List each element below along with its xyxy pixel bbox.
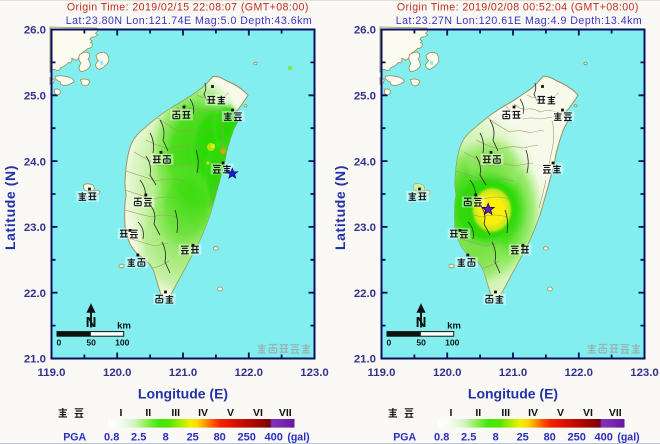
svg-text:119.0: 119.0	[368, 367, 396, 379]
svg-text:250: 250	[568, 432, 586, 444]
svg-text:123.0: 123.0	[630, 367, 659, 379]
svg-text:III: III	[501, 407, 510, 419]
svg-text:VI: VI	[253, 407, 263, 419]
svg-text:23.0: 23.0	[354, 222, 376, 234]
svg-text:VI: VI	[583, 407, 593, 419]
svg-text:IV: IV	[528, 407, 538, 419]
svg-text:2.5: 2.5	[131, 432, 146, 444]
svg-text:V: V	[557, 407, 564, 419]
svg-text:25.0: 25.0	[24, 91, 46, 103]
svg-text:25: 25	[187, 432, 199, 444]
svg-text:22.0: 22.0	[24, 288, 46, 300]
svg-text:Origin Time: 2019/02/08 00:52:: Origin Time: 2019/02/08 00:52:04 (GMT+08…	[397, 2, 639, 14]
svg-text:8: 8	[163, 432, 169, 444]
svg-text:2.5: 2.5	[461, 432, 476, 444]
svg-text:50: 50	[86, 337, 96, 347]
svg-text:121.0: 121.0	[499, 367, 528, 379]
svg-text:250: 250	[238, 432, 256, 444]
svg-text:0.8: 0.8	[104, 432, 119, 444]
svg-text:50: 50	[416, 337, 426, 347]
svg-text:V: V	[227, 407, 234, 419]
svg-text:II: II	[475, 407, 481, 419]
svg-text:122.0: 122.0	[234, 367, 263, 379]
svg-text:N: N	[86, 314, 97, 331]
svg-text:PGA: PGA	[63, 432, 86, 444]
svg-text:23.0: 23.0	[24, 222, 46, 234]
svg-text:121.0: 121.0	[169, 367, 198, 379]
svg-text:26.0: 26.0	[24, 25, 46, 37]
svg-text:21.0: 21.0	[354, 354, 376, 366]
svg-text:0: 0	[57, 337, 62, 347]
svg-text:Longitude (E): Longitude (E)	[138, 386, 228, 402]
svg-text:24.0: 24.0	[354, 156, 376, 168]
svg-text:Longitude (E): Longitude (E)	[468, 386, 558, 402]
svg-text:I: I	[449, 407, 452, 419]
svg-text:400: 400	[595, 432, 613, 444]
svg-text:I: I	[119, 407, 122, 419]
svg-text:120.0: 120.0	[103, 367, 132, 379]
svg-text:25.0: 25.0	[354, 91, 376, 103]
svg-text:80: 80	[544, 432, 556, 444]
svg-text:VII: VII	[609, 407, 622, 419]
svg-text:PGA: PGA	[393, 432, 416, 444]
svg-text:Latitude (N): Latitude (N)	[2, 165, 18, 250]
svg-text:26.0: 26.0	[354, 25, 376, 37]
svg-text:22.0: 22.0	[354, 288, 376, 300]
svg-text:100: 100	[115, 337, 130, 347]
svg-text:Lat:23.80N Lon:121.74E Mag:5.0: Lat:23.80N Lon:121.74E Mag:5.0 Depth:43.…	[66, 15, 312, 27]
svg-text:(gal): (gal)	[287, 432, 309, 444]
svg-text:Latitude (N): Latitude (N)	[332, 165, 348, 250]
svg-text:(gal): (gal)	[617, 432, 639, 444]
svg-text:Origin Time: 2019/02/15 22:08:: Origin Time: 2019/02/15 22:08:07 (GMT+08…	[67, 2, 309, 14]
svg-text:III: III	[171, 407, 180, 419]
svg-text:0.8: 0.8	[434, 432, 449, 444]
svg-text:II: II	[145, 407, 151, 419]
svg-text:km: km	[447, 321, 461, 332]
svg-text:VII: VII	[279, 407, 292, 419]
svg-text:24.0: 24.0	[24, 156, 46, 168]
svg-text:25: 25	[517, 432, 529, 444]
svg-text:km: km	[117, 321, 131, 332]
svg-text:100: 100	[445, 337, 460, 347]
svg-text:80: 80	[214, 432, 226, 444]
svg-text:0: 0	[387, 337, 392, 347]
svg-text:N: N	[416, 314, 427, 331]
svg-text:Lat:23.27N Lon:120.61E Mag:4.9: Lat:23.27N Lon:120.61E Mag:4.9 Depth:13.…	[396, 15, 642, 27]
svg-text:8: 8	[493, 432, 499, 444]
svg-text:400: 400	[265, 432, 283, 444]
svg-text:21.0: 21.0	[24, 354, 46, 366]
svg-text:122.0: 122.0	[564, 367, 593, 379]
svg-text:IV: IV	[198, 407, 208, 419]
svg-text:119.0: 119.0	[38, 367, 66, 379]
svg-text:123.0: 123.0	[300, 367, 329, 379]
svg-text:120.0: 120.0	[433, 367, 462, 379]
